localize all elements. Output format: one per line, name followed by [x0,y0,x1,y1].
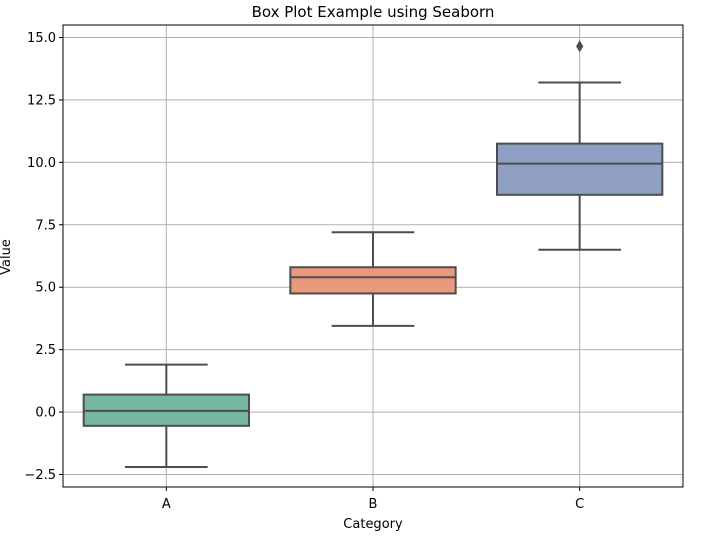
y-tick-label: 2.5 [35,343,56,358]
outlier-point [576,40,584,53]
box-iqr [289,266,457,295]
y-tick-label: 5.0 [35,281,56,296]
x-axis-title: Category [343,517,403,532]
boxes-group [82,40,664,469]
box-group-b [289,231,457,327]
y-tick-label: −2.5 [24,468,56,483]
y-axis-title: Value [0,239,14,275]
y-tick-label: 15.0 [27,31,56,46]
y-tick-label: 12.5 [27,93,56,108]
box-iqr [496,142,664,196]
box-group-a [82,363,250,469]
x-tick-label: B [369,497,378,512]
x-tick-label: A [162,497,171,512]
y-tick-label: 10.0 [27,156,56,171]
x-tick-label: C [575,497,584,512]
chart-title: Box Plot Example using Seaborn [252,3,495,21]
box-group-c [496,40,664,251]
axes-group: −2.5 0.0 2.5 5.0 7.5 10.0 12.5 15.0 A B C [24,24,684,512]
y-tick-label: 7.5 [35,218,56,233]
y-tick-label: 0.0 [35,406,56,421]
